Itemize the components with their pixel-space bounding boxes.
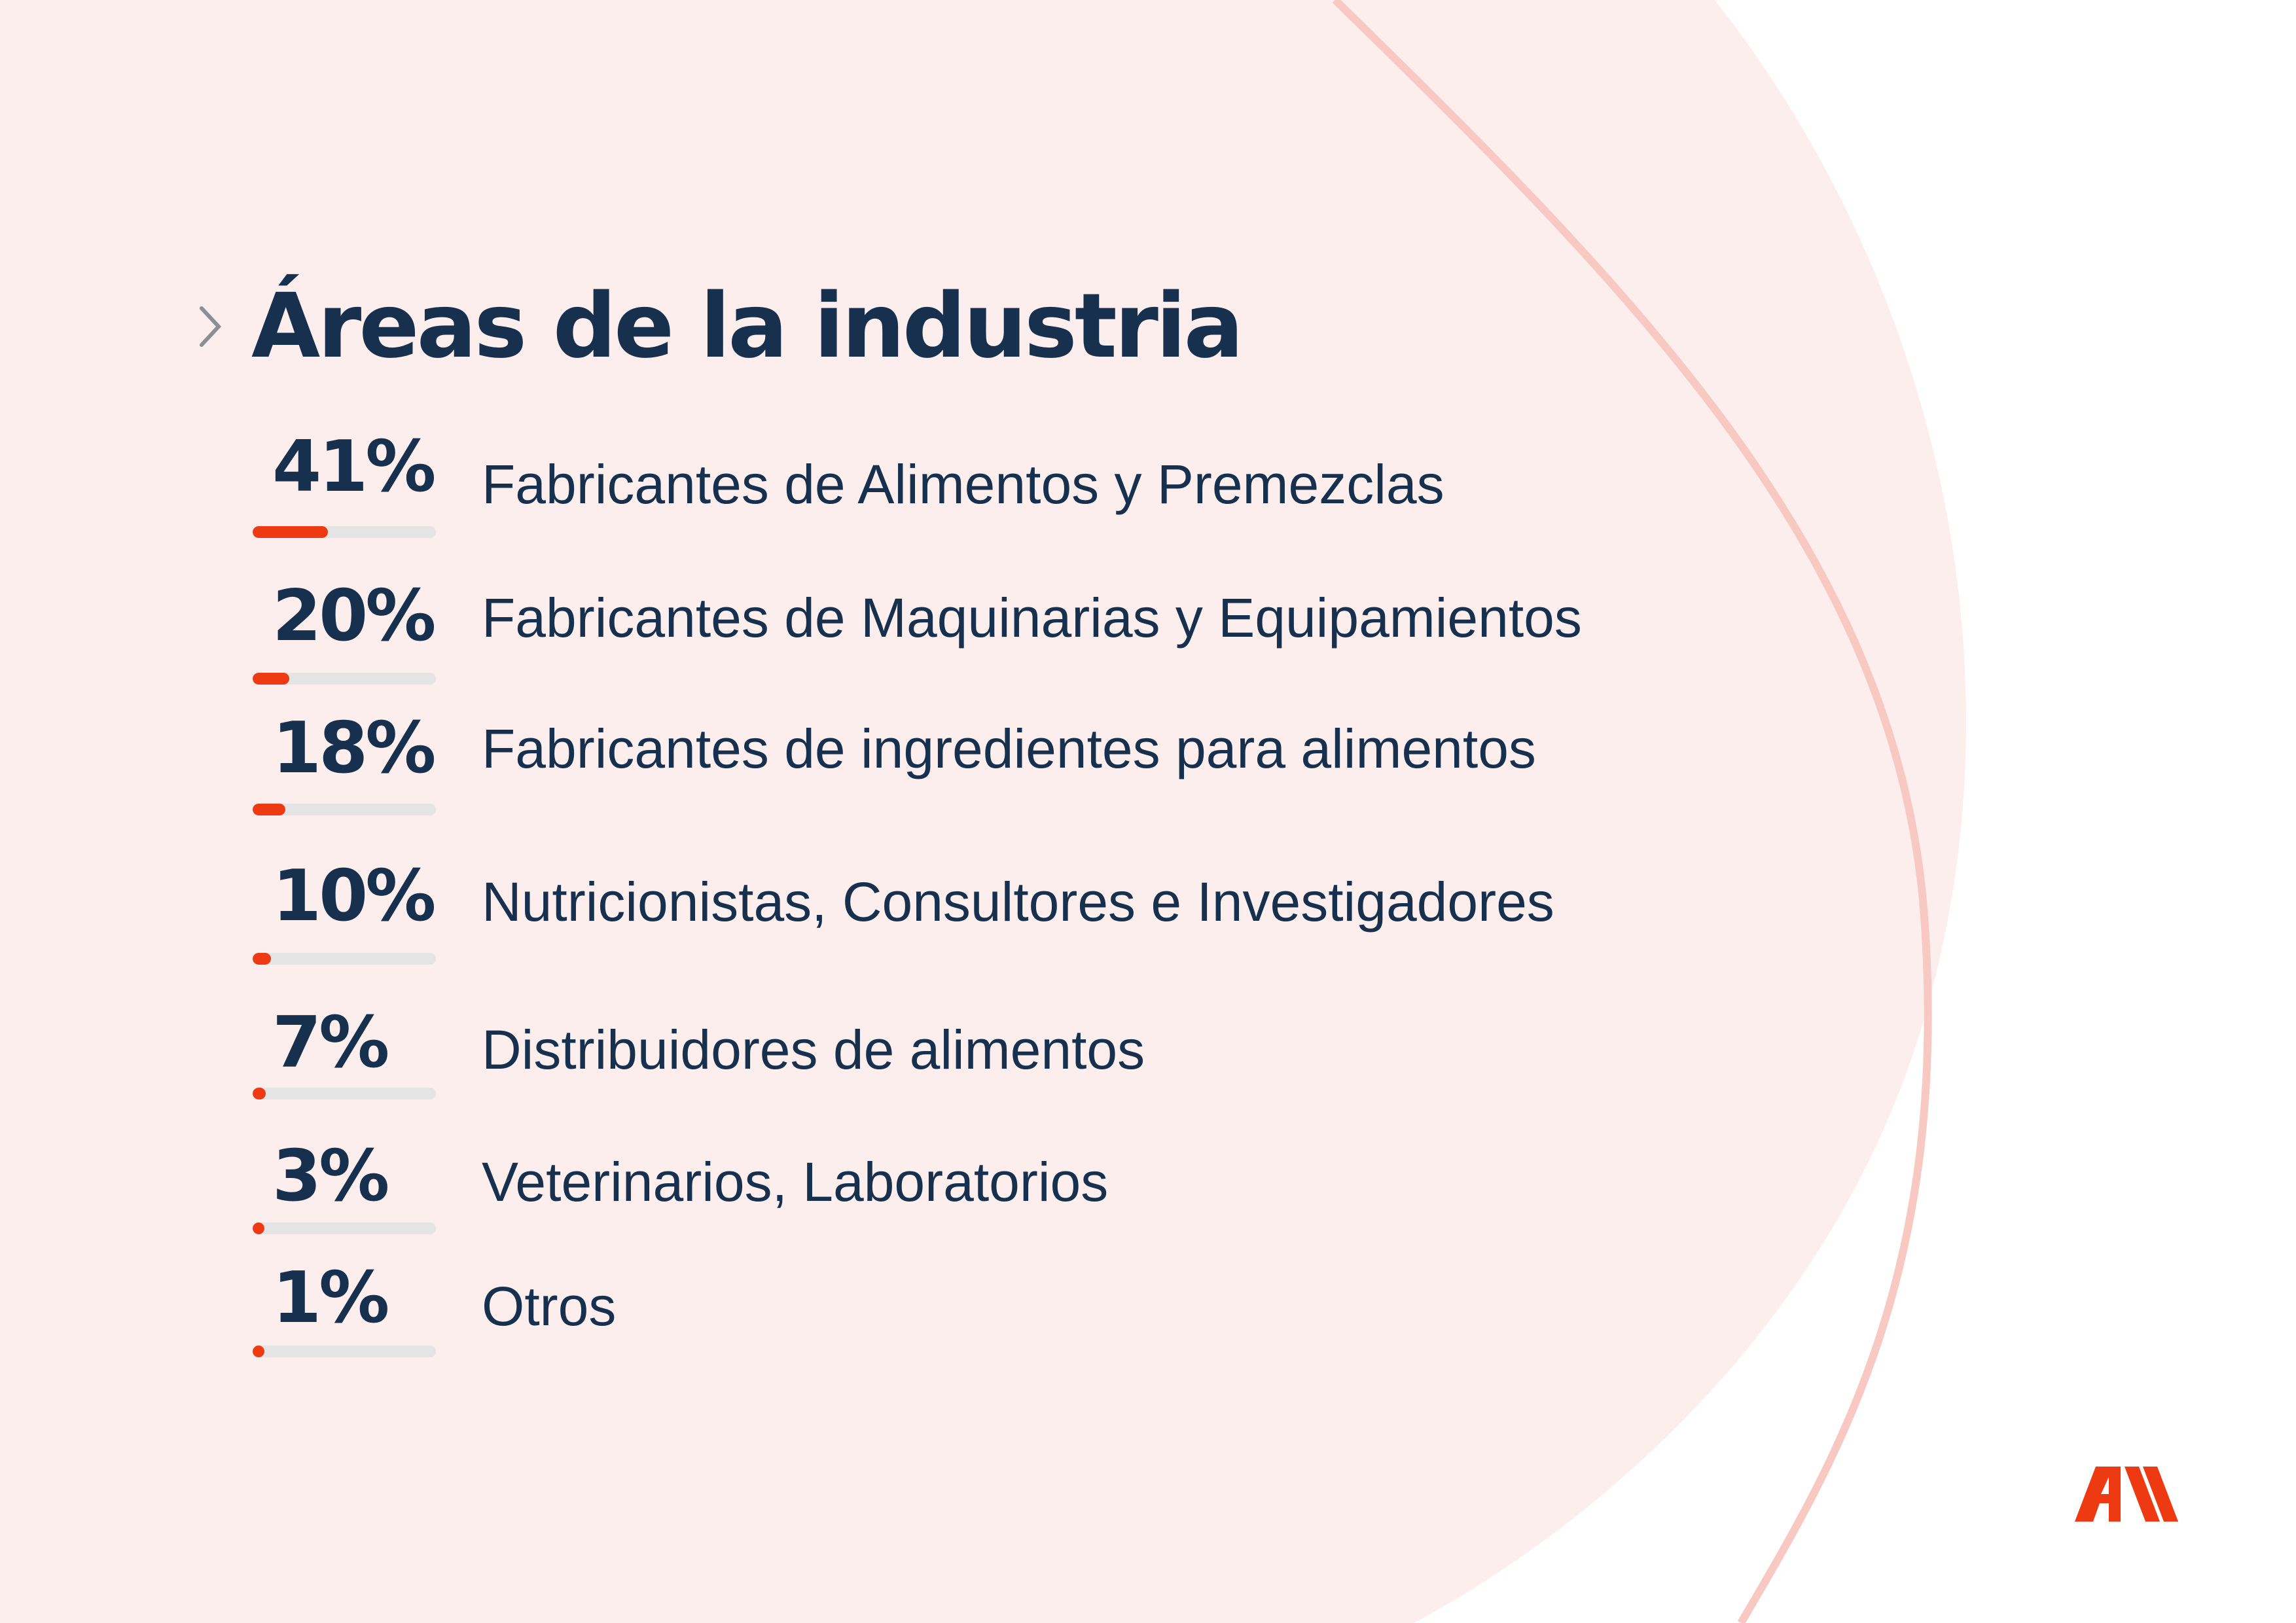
item-label: Fabricantes de ingredientes para aliment… [482,718,1536,779]
percent-value: 41% [272,426,437,508]
item-label: Fabricantes de Maquinarias y Equipamient… [482,587,1582,649]
progress-fill [253,526,328,538]
percent-value: 1% [272,1257,389,1339]
progress-bar [253,526,436,538]
background-curve [1332,0,1932,1623]
percent-value: 18% [272,707,437,789]
percent-value: 3% [272,1135,389,1217]
chevron-right-icon [200,306,222,347]
list-item: 10% Nutricionistas, Consultores e Invest… [253,855,1823,965]
item-label: Fabricantes de Alimentos y Premezclas [482,454,1444,515]
list-item: 3% Veterinarios, Laboratorios [253,1141,1823,1240]
progress-bar [253,953,436,965]
progress-bar [253,804,436,815]
item-label: Distribuidores de alimentos [482,1019,1145,1080]
percent-value: 7% [272,1002,389,1084]
percent-value: 10% [272,855,437,937]
page-title: Áreas de la industria [251,275,1244,378]
item-label: Otros [482,1275,617,1337]
progress-fill [253,1222,264,1234]
item-label: Veterinarios, Laboratorios [482,1151,1109,1213]
progress-fill [253,673,289,685]
list-item: 18% Fabricantes de ingredientes para ali… [253,707,1823,815]
progress-fill [253,1346,264,1357]
brand-logo-icon [2075,1467,2178,1522]
list-item: 41% Fabricantes de Alimentos y Premezcla… [253,426,1823,538]
item-label: Nutricionistas, Consultores e Investigad… [482,871,1554,933]
progress-fill [253,1088,266,1099]
percent-value: 20% [272,575,437,657]
section-heading: Áreas de la industria [196,275,1244,378]
progress-fill [253,804,286,815]
progress-bar [253,1222,436,1234]
list-item: 7% Distribuidores de alimentos [253,1008,1823,1106]
progress-fill [253,953,271,965]
background-blob [0,0,1966,1623]
progress-bar [253,1088,436,1099]
list-item: 20% Fabricantes de Maquinarias y Equipam… [253,575,1823,685]
list-item: 1% Otros [253,1263,1823,1361]
progress-bar [253,1346,436,1357]
progress-bar [253,673,436,685]
